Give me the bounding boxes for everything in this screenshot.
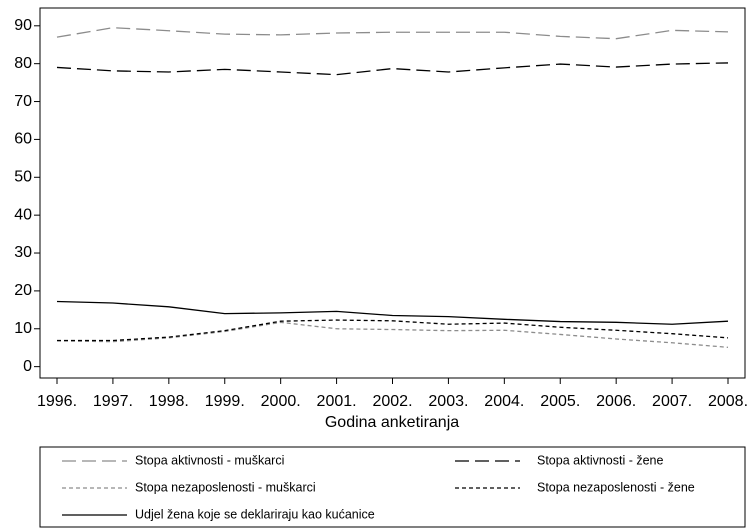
legend-label: Udjel žena koje se deklariraju kao kućan…: [135, 507, 375, 521]
legend-box: [39, 446, 746, 528]
x-tick-label: 2001.: [317, 393, 357, 410]
series-line: [56, 62, 729, 76]
x-tick-label: 1999.: [205, 393, 245, 410]
y-tick-label: 60: [14, 131, 32, 148]
y-tick-label: 20: [14, 282, 32, 299]
x-tick-label: 1998.: [149, 393, 189, 410]
x-tick-label: 2000.: [261, 393, 301, 410]
series-line: [57, 319, 729, 342]
x-tick-label: 1996.: [37, 393, 77, 410]
y-tick-label: 50: [14, 169, 32, 186]
x-tick-label: 2006.: [596, 393, 636, 410]
x-axis-label: Godina anketiranja: [325, 414, 459, 431]
legend-label: Stopa nezaposlenosti - žene: [537, 480, 695, 494]
legend-label: Stopa aktivnosti - žene: [537, 453, 664, 467]
x-tick-label: 2005.: [540, 393, 580, 410]
y-tick-label: 30: [14, 244, 32, 261]
y-tick-label: 0: [23, 358, 32, 375]
x-tick-label: 2004.: [484, 393, 524, 410]
x-tick-label: 2008.: [708, 393, 748, 410]
legend-label: Stopa aktivnosti - muškarci: [135, 453, 284, 467]
x-tick-label: 2002.: [372, 393, 412, 410]
y-tick-label: 90: [14, 17, 32, 34]
y-tick-label: 80: [14, 55, 32, 72]
y-tick-label: 70: [14, 93, 32, 110]
series-line: [56, 300, 729, 325]
series-line: [56, 321, 729, 348]
y-tick-label: 40: [14, 206, 32, 223]
y-tick-label: 10: [14, 320, 32, 337]
series-line: [56, 27, 729, 40]
legend-label: Stopa nezaposlenosti - muškarci: [135, 480, 316, 494]
x-tick-label: 2003.: [428, 393, 468, 410]
x-tick-label: 2007.: [652, 393, 692, 410]
x-tick-label: 1997.: [93, 393, 133, 410]
